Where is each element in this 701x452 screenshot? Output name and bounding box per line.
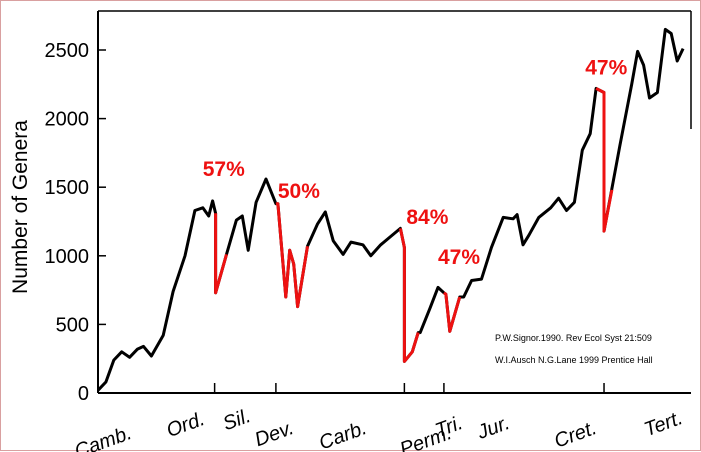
- y-axis-label: Number of Genera: [9, 120, 32, 294]
- credit-line-1: P.W.Signor.1990. Rev Ecol Syst 21:509: [495, 333, 652, 343]
- y-tick-label: 500: [56, 314, 89, 336]
- x-tick-label: Sil.: [220, 405, 254, 435]
- extinction-percent-label: 47%: [585, 57, 627, 80]
- x-tick-label: Jur.: [474, 412, 513, 444]
- x-tick-label: Carb.: [316, 417, 369, 452]
- x-tick-label: Tri.: [432, 412, 465, 442]
- extinction-drop-line: [398, 228, 420, 363]
- x-tick-label: Dev.: [252, 417, 297, 451]
- x-tick-label: Cret.: [551, 417, 599, 452]
- extinction-drop-line: [443, 291, 462, 333]
- extinction-percent-label: 47%: [438, 246, 480, 269]
- y-tick-label: 2500: [45, 40, 90, 62]
- extinction-percent-label: 84%: [406, 206, 448, 229]
- y-tick-label: 2000: [45, 109, 90, 131]
- x-tick-label: Ord.: [164, 408, 208, 442]
- extinction-drop-line: [595, 87, 614, 233]
- extinction-percent-label: 50%: [278, 180, 320, 203]
- x-tick-label: Camb.: [72, 422, 135, 452]
- y-tick-label: 1500: [45, 177, 90, 199]
- credit-line-2: W.I.Ausch N.G.Lane 1999 Prentice Hall: [495, 355, 653, 365]
- extinction-drop-line: [214, 213, 228, 295]
- x-tick-label: Tert.: [641, 407, 685, 441]
- extinction-drop-line: [275, 202, 309, 309]
- y-tick-label: 1000: [45, 246, 90, 268]
- extinction-percent-label: 57%: [203, 158, 245, 181]
- y-tick-label: 0: [78, 383, 89, 405]
